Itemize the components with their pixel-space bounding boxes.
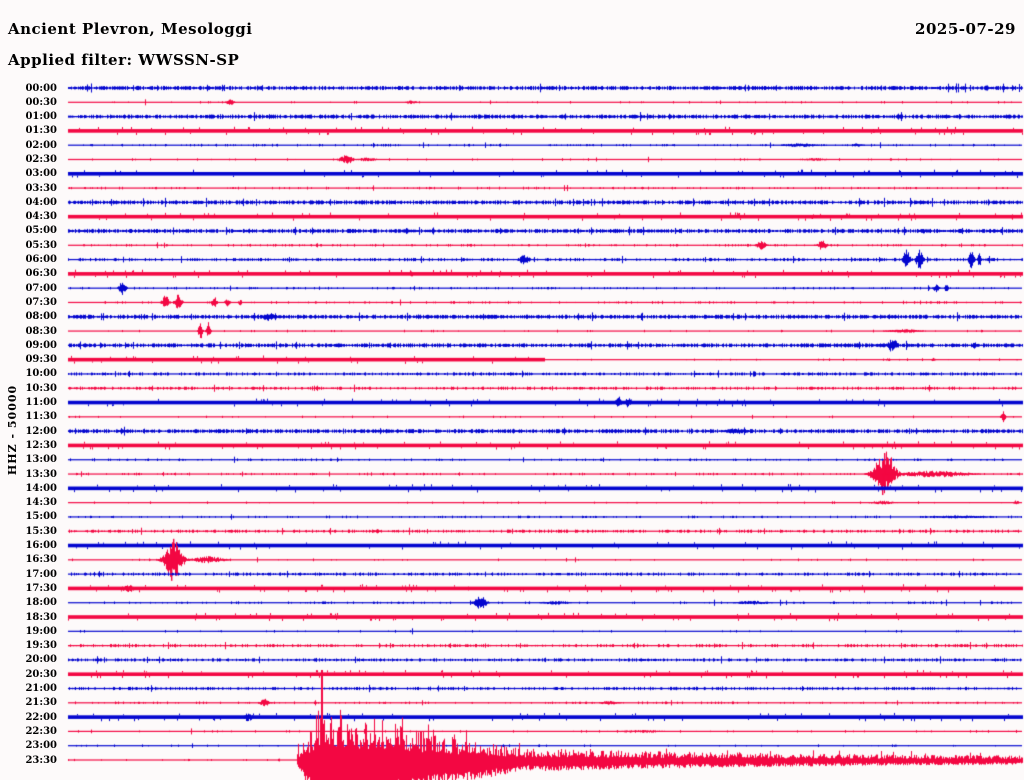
time-label: 08:00 [25,311,57,323]
time-label: 02:00 [25,139,57,151]
time-label: 14:30 [25,497,57,509]
time-label: 11:30 [25,411,57,423]
time-label: 04:30 [25,211,57,223]
time-label: 21:00 [25,683,57,694]
time-label: 02:30 [25,153,57,165]
time-label: 06:30 [25,268,57,280]
time-label: 17:00 [25,568,57,580]
time-label: 04:00 [25,196,57,208]
time-label: 16:30 [25,554,57,566]
time-label: 08:30 [25,325,57,337]
time-label: 01:00 [25,111,57,123]
time-label: 00:00 [25,82,57,94]
time-label: 10:00 [25,368,57,380]
time-label: 14:00 [25,482,57,494]
time-label: 18:30 [25,611,57,623]
time-label: 00:30 [25,96,57,108]
time-label: 01:30 [25,125,57,137]
time-label: 09:00 [25,339,57,351]
time-label: 03:00 [25,168,57,180]
time-label: 05:00 [25,225,57,237]
time-label: 11:00 [25,397,57,409]
time-label: 21:30 [25,697,57,709]
time-label: 18:00 [25,597,57,609]
time-label: 17:30 [25,582,57,594]
time-label: 05:30 [25,239,57,251]
time-label: 03:30 [25,182,57,194]
time-label: 13:00 [25,454,57,466]
time-label: 20:00 [25,654,57,666]
time-label: 16:00 [25,540,57,552]
time-label: 19:00 [25,625,57,637]
time-label: 23:00 [25,740,57,752]
time-label: 07:30 [25,296,57,308]
time-label: 20:30 [25,668,57,680]
time-label: 22:00 [25,711,57,723]
time-label: 15:00 [25,511,57,523]
time-label: 06:00 [25,254,57,266]
time-label: 19:30 [25,640,57,652]
time-label: 13:30 [25,468,57,480]
time-label: 10:30 [25,382,57,394]
time-label: 09:30 [25,354,57,366]
time-label: 22:30 [25,725,57,737]
time-label: 12:00 [25,425,57,437]
time-label: 15:30 [25,525,57,537]
time-label: 07:00 [25,282,57,294]
time-label: 23:30 [25,754,57,766]
time-label: 12:30 [25,439,57,451]
